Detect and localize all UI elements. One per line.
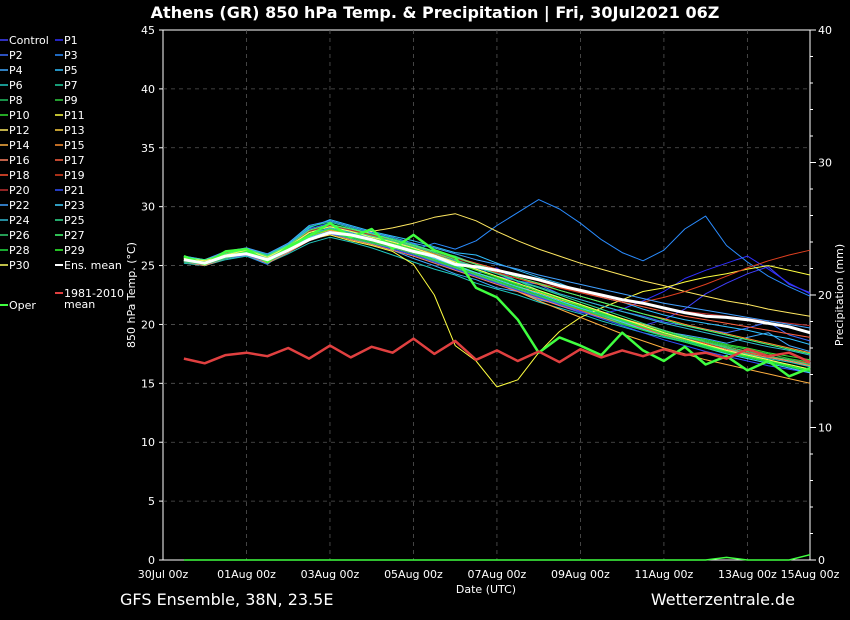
legend-label: P5 bbox=[64, 64, 78, 77]
x-tick-label: 11Aug 00z bbox=[635, 568, 694, 581]
legend-label: P17 bbox=[64, 154, 85, 167]
legend-label: P8 bbox=[9, 94, 23, 107]
legend-label: P14 bbox=[9, 139, 30, 152]
legend-label: mean bbox=[64, 298, 95, 311]
x-tick-label: 15Aug 00z bbox=[781, 568, 840, 581]
legend-label: P28 bbox=[9, 244, 30, 257]
legend-label: P21 bbox=[64, 184, 85, 197]
plot-area bbox=[162, 29, 811, 561]
series-line-ens-mean bbox=[183, 231, 811, 335]
legend-label: P12 bbox=[9, 124, 30, 137]
y2-axis-label: Precipitation (mm) bbox=[833, 244, 846, 346]
legend-label: P26 bbox=[9, 229, 30, 242]
series-line-oper bbox=[183, 221, 811, 378]
legend-label: P4 bbox=[9, 64, 23, 77]
legend-label: Oper bbox=[9, 299, 36, 312]
legend-label: P18 bbox=[9, 169, 30, 182]
legend-label: P1 bbox=[64, 34, 78, 47]
legend-label: P30 bbox=[9, 259, 30, 272]
legend-label: P24 bbox=[9, 214, 30, 227]
x-tick-label: 09Aug 00z bbox=[551, 568, 610, 581]
y-axis-ticks: 0 5 10 15 20 25 30 35 40 45 bbox=[141, 24, 163, 567]
series-line-p5 bbox=[183, 219, 811, 345]
y-tick-label: 10 bbox=[141, 436, 155, 449]
y-tick-label: 35 bbox=[141, 142, 155, 155]
legend-label: P7 bbox=[64, 79, 78, 92]
legend-label: P19 bbox=[64, 169, 85, 182]
legend-label: P10 bbox=[9, 109, 30, 122]
y2-tick-label: 10 bbox=[818, 422, 832, 435]
legend-label: Ens. mean bbox=[64, 259, 122, 272]
series-line-p10 bbox=[183, 223, 811, 361]
legend-label: P9 bbox=[64, 94, 78, 107]
y-tick-label: 45 bbox=[141, 24, 155, 37]
x-axis-label: Date (UTC) bbox=[456, 583, 516, 596]
x-tick-label: 13Aug 00z bbox=[718, 568, 777, 581]
y-tick-label: 40 bbox=[141, 83, 155, 96]
plot-border bbox=[162, 29, 811, 561]
legend-label: P13 bbox=[64, 124, 85, 137]
legend-label: P6 bbox=[9, 79, 23, 92]
legend-label: P27 bbox=[64, 229, 85, 242]
x-tick-label: 03Aug 00z bbox=[301, 568, 360, 581]
series-line-p22 bbox=[183, 220, 811, 329]
chart-title: Athens (GR) 850 hPa Temp. & Precipitatio… bbox=[151, 3, 720, 23]
y2-tick-label: 20 bbox=[818, 289, 832, 302]
legend-label: P22 bbox=[9, 199, 30, 212]
legend-label: P2 bbox=[9, 49, 23, 62]
grid bbox=[163, 30, 810, 560]
legend-label: P3 bbox=[64, 49, 78, 62]
y2-tick-label: 30 bbox=[818, 157, 832, 170]
y2-tick-label: 0 bbox=[818, 554, 825, 567]
legend-label: P16 bbox=[9, 154, 30, 167]
y-tick-label: 5 bbox=[148, 495, 155, 508]
footer-model: GFS Ensemble, 38N, 23.5E bbox=[120, 590, 334, 609]
x-tick-label: 30Jul 00z bbox=[138, 568, 189, 581]
series-line-precipitation bbox=[183, 553, 811, 561]
y-tick-label: 15 bbox=[141, 377, 155, 390]
legend-label: Control bbox=[9, 34, 49, 47]
legend: Control P1 P2 P3 P4 P5 P6 P7 P8 P9 P10 P11 P12 P13 P14… bbox=[0, 34, 124, 312]
y-tick-label: 0 bbox=[148, 554, 155, 567]
x-tick-label: 01Aug 00z bbox=[217, 568, 276, 581]
y2-tick-label: 40 bbox=[818, 24, 832, 37]
series-line-climate-mean bbox=[183, 337, 811, 365]
special-series bbox=[183, 221, 811, 561]
y2-axis-ticks: 0 10 20 30 40 bbox=[810, 24, 832, 567]
x-tick-label: 07Aug 00z bbox=[468, 568, 527, 581]
y-axis-label: 850 hPa Temp. (°C) bbox=[125, 242, 138, 348]
footer-source: Wetterzentrale.de bbox=[650, 590, 795, 609]
legend-label: P11 bbox=[64, 109, 85, 122]
y-tick-label: 25 bbox=[141, 260, 155, 273]
y-tick-label: 20 bbox=[141, 318, 155, 331]
legend-label: P15 bbox=[64, 139, 85, 152]
legend-label: P20 bbox=[9, 184, 30, 197]
x-tick-label: 05Aug 00z bbox=[384, 568, 443, 581]
y-tick-label: 30 bbox=[141, 201, 155, 214]
legend-label: P23 bbox=[64, 199, 85, 212]
legend-label: 1981-2010 bbox=[64, 287, 124, 300]
legend-label: P25 bbox=[64, 214, 85, 227]
legend-label: P29 bbox=[64, 244, 85, 257]
x-axis-ticks: 30Jul 00z 01Aug 00z 03Aug 00z 05Aug 00z 07Au… bbox=[138, 568, 840, 581]
